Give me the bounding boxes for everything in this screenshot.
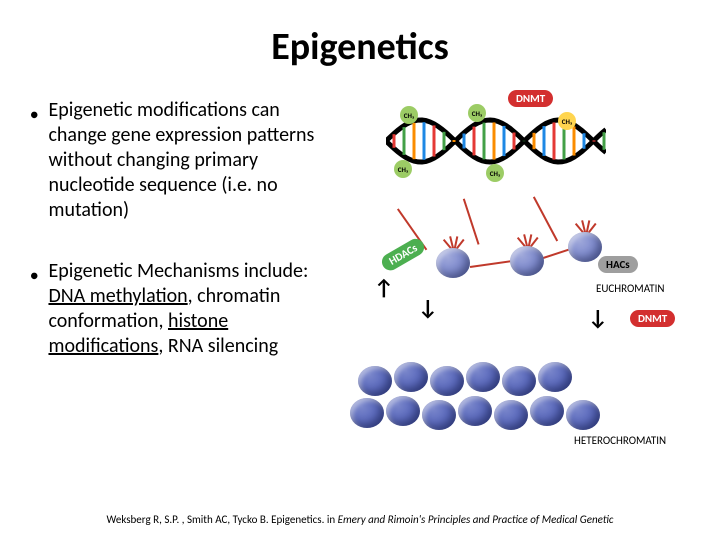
nucleosome [530,396,564,426]
bullet-dot-icon: ● [30,106,38,124]
citation-prefix: Weksberg R, S.P. , Smith AC, Tycko B. Ep… [106,513,337,526]
bullet-text: Epigenetic modifications can change gene… [48,98,330,223]
nucleosome [422,400,456,430]
nucleosome [538,362,572,392]
chromatin-connector [470,260,514,268]
dnmt-badge: DNMT [630,310,675,327]
content-row: ● Epigenetic modifications can change ge… [30,98,690,468]
methyl-group-icon: CH₃ [394,160,412,178]
hdacs-badge: HDACs [379,236,428,274]
bullet-list: ● Epigenetic modifications can change ge… [30,98,330,468]
nucleosome [466,362,500,392]
arrow-icon: ↓ [418,294,438,321]
figure-label: EUCHROMATIN [596,282,664,295]
citation: Weksberg R, S.P. , Smith AC, Tycko B. Ep… [0,513,720,526]
nucleosome [436,248,470,278]
arrow-icon: ↑ [374,274,394,301]
nucleosome [350,398,384,428]
nucleosome [568,232,602,262]
methyl-group-icon: CH₃ [558,112,576,130]
methyl-group-icon: CH₃ [400,106,418,124]
nucleosome [494,400,528,430]
nucleosome [566,400,600,430]
nucleosome [430,366,464,396]
methyl-group-icon: CH₃ [486,164,504,182]
chromatin-connector [463,199,479,245]
arrow-icon: ↓ [588,304,608,331]
bullet-text: Epigenetic Mechanisms include: DNA methy… [48,259,330,359]
methyl-group-icon: CH₃ [468,104,486,122]
slide-title: Epigenetics [30,24,690,70]
slide: Epigenetics ● Epigenetic modifications c… [0,0,720,540]
citation-source: Emery and Rimoin's Principles and Practi… [338,513,614,526]
nucleosome [502,366,536,396]
figure-label: HETEROCHROMATIN [574,434,666,447]
epigenetics-figure: CH₃CH₃CH₃CH₃CH₃DNMTDNMTHDACsHACsEUCHROMA… [338,98,690,468]
nucleosome [510,246,544,276]
nucleosome [358,366,392,396]
nucleosome [458,396,492,426]
dnmt-badge: DNMT [508,90,553,107]
nucleosome [394,362,428,392]
bullet-item: ● Epigenetic modifications can change ge… [30,98,330,223]
bullet-dot-icon: ● [30,267,38,285]
bullet-item: ● Epigenetic Mechanisms include: DNA met… [30,259,330,359]
hacs-badge: HACs [598,256,638,273]
chromatin-connector [533,196,558,241]
nucleosome [386,396,420,426]
